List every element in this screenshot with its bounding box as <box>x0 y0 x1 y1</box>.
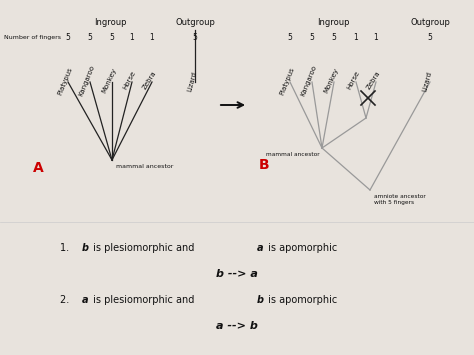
Text: mammal ancestor: mammal ancestor <box>266 152 320 157</box>
Text: b: b <box>82 243 89 253</box>
Text: is apomorphic: is apomorphic <box>265 243 337 253</box>
Text: is plesiomorphic and: is plesiomorphic and <box>90 295 198 305</box>
Text: is plesiomorphic and: is plesiomorphic and <box>90 243 198 253</box>
Text: a: a <box>82 295 89 305</box>
Text: Monkey: Monkey <box>323 67 340 94</box>
Text: 5: 5 <box>192 33 198 43</box>
Text: Lizard: Lizard <box>421 70 433 92</box>
Text: a: a <box>257 243 264 253</box>
Text: A: A <box>33 161 44 175</box>
Text: Horse: Horse <box>346 70 361 91</box>
Text: 5: 5 <box>88 33 92 43</box>
Text: Lizard: Lizard <box>186 70 198 92</box>
Text: B: B <box>259 158 269 172</box>
Text: amniote ancestor
with 5 fingers: amniote ancestor with 5 fingers <box>374 194 426 205</box>
Text: Platypus: Platypus <box>279 66 296 96</box>
Text: 5: 5 <box>428 33 432 43</box>
Text: Zebra: Zebra <box>141 70 157 91</box>
Text: Ingroup: Ingroup <box>317 18 349 27</box>
Text: 5: 5 <box>331 33 337 43</box>
Text: Zebra: Zebra <box>365 70 382 91</box>
Text: 1.: 1. <box>60 243 75 253</box>
Text: Outgroup: Outgroup <box>410 18 450 27</box>
Text: 5: 5 <box>310 33 314 43</box>
Text: b --> a: b --> a <box>216 269 258 279</box>
Text: 1: 1 <box>129 33 134 43</box>
Text: 1: 1 <box>374 33 378 43</box>
Text: is apomorphic: is apomorphic <box>265 295 337 305</box>
Text: 1: 1 <box>150 33 155 43</box>
Text: a --> b: a --> b <box>216 321 258 331</box>
Text: 1: 1 <box>354 33 358 43</box>
Text: Number of fingers: Number of fingers <box>4 36 61 40</box>
Text: 2.: 2. <box>60 295 75 305</box>
Text: 5: 5 <box>288 33 292 43</box>
Text: Horse: Horse <box>122 70 137 91</box>
Text: 5: 5 <box>109 33 114 43</box>
Text: mammal ancestor: mammal ancestor <box>116 164 173 169</box>
Text: Platypus: Platypus <box>57 66 73 96</box>
Text: Kangaroo: Kangaroo <box>78 65 96 97</box>
Text: Monkey: Monkey <box>101 67 118 94</box>
Text: Ingroup: Ingroup <box>94 18 126 27</box>
Text: b: b <box>257 295 264 305</box>
Text: 5: 5 <box>65 33 71 43</box>
Text: Kangaroo: Kangaroo <box>300 65 318 97</box>
Text: Outgroup: Outgroup <box>175 18 215 27</box>
